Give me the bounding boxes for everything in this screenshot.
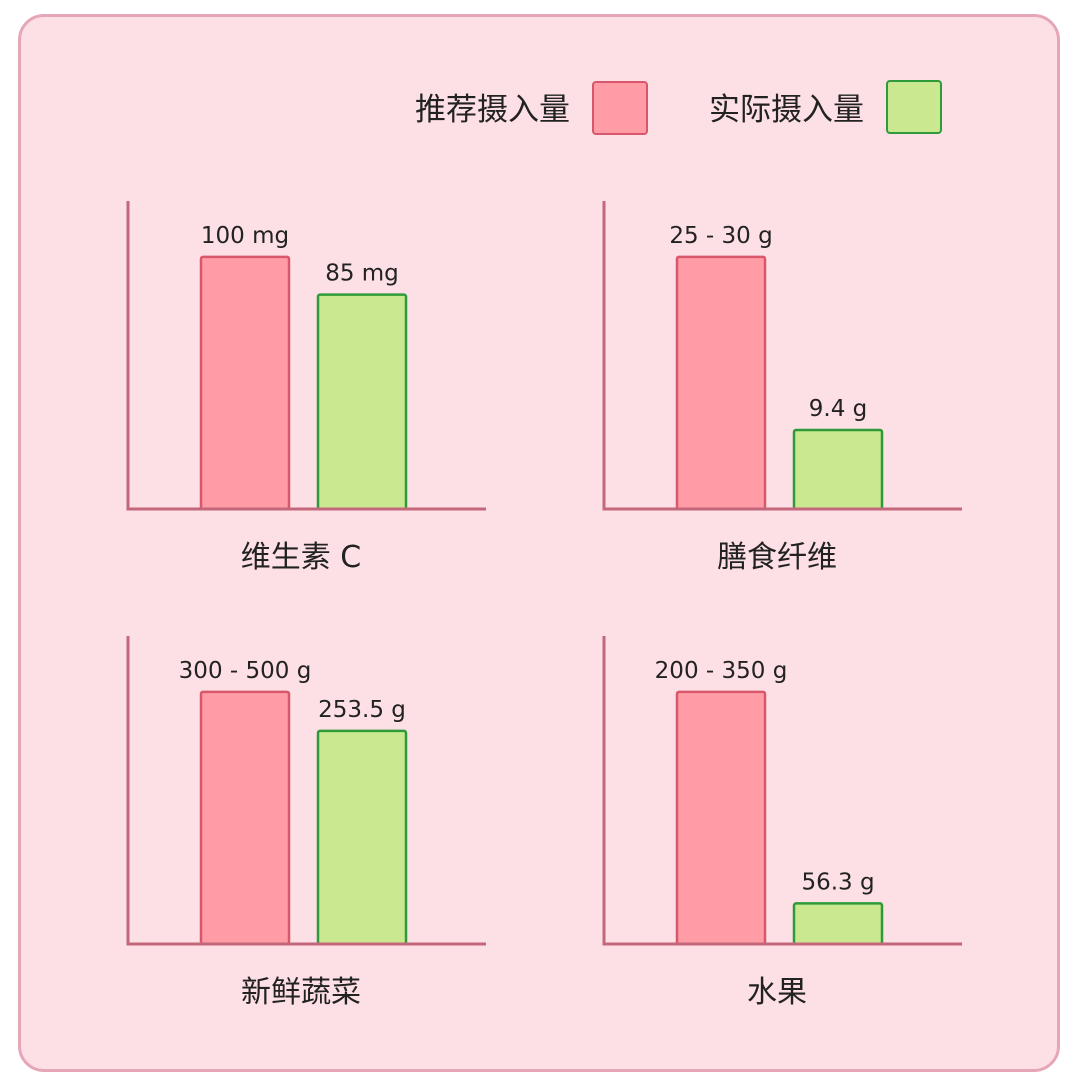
value-label-actual: 9.4 g: [809, 396, 868, 422]
value-label-actual: 253.5 g: [318, 697, 406, 723]
chart-fresh-vegetables: 300 - 500 g 253.5 g 新鲜蔬菜: [126, 636, 526, 1036]
chart-dietary-fiber: 25 - 30 g 9.4 g 膳食纤维: [602, 201, 1002, 601]
legend-label-recommended: 推荐摄入量: [415, 92, 570, 128]
bar-recommended: [199, 690, 291, 946]
value-label-recommended: 200 - 350 g: [655, 658, 788, 684]
legend-label-actual: 实际摄入量: [709, 92, 864, 128]
chart-svg: 25 - 30 g 9.4 g: [602, 201, 962, 511]
bar-actual: [316, 293, 408, 511]
legend-swatch-actual: [886, 80, 942, 134]
chart-card: 推荐摄入量 实际摄入量 100 mg 85 mg 维生素 C 25 - 30 g 9…: [18, 14, 1060, 1072]
category-label: 新鲜蔬菜: [241, 975, 361, 1010]
value-label-actual: 85 mg: [325, 261, 399, 287]
value-label-recommended: 100 mg: [201, 223, 289, 249]
bar-recommended: [675, 255, 767, 511]
chart-svg: 100 mg 85 mg: [126, 201, 486, 511]
category-label: 维生素 C: [240, 540, 362, 575]
bar-actual: [316, 729, 408, 946]
legend-swatch-recommended: [592, 81, 648, 135]
category-label: 水果: [747, 975, 807, 1010]
chart-svg: 200 - 350 g 56.3 g: [602, 636, 962, 946]
value-label-recommended: 25 - 30 g: [669, 223, 772, 249]
bar-actual: [792, 428, 884, 511]
value-label-recommended: 300 - 500 g: [179, 658, 312, 684]
value-label-actual: 56.3 g: [801, 869, 874, 895]
category-label: 膳食纤维: [717, 540, 837, 575]
chart-fruit: 200 - 350 g 56.3 g 水果: [602, 636, 1002, 1036]
bar-recommended: [675, 690, 767, 946]
bar-actual: [792, 902, 884, 946]
bar-recommended: [199, 255, 291, 511]
chart-vitamin-c: 100 mg 85 mg 维生素 C: [126, 201, 526, 601]
